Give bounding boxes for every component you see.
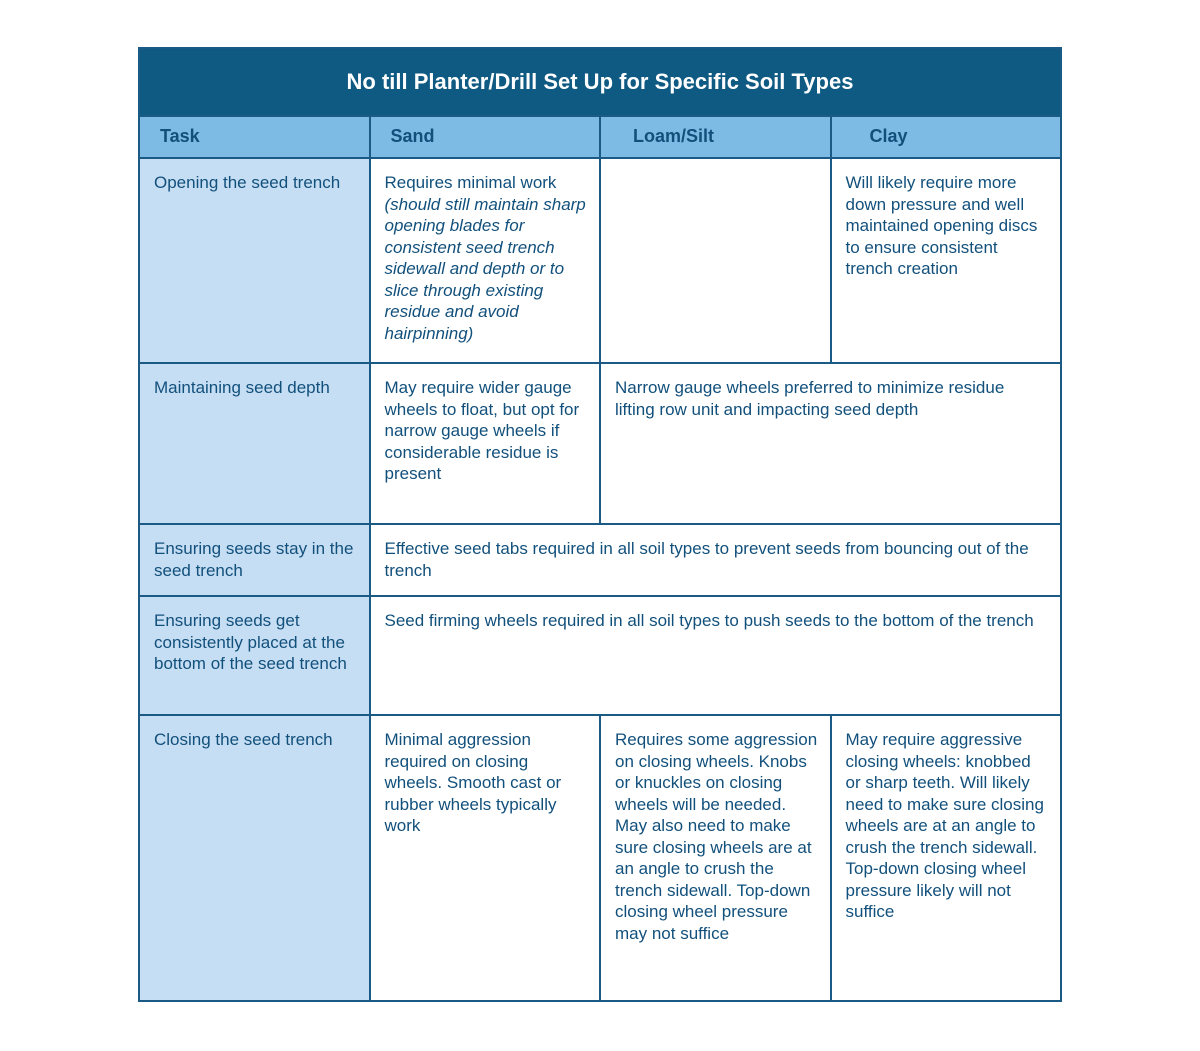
task-cell: Ensuring seeds stay in the seed trench xyxy=(138,523,371,597)
task-cell: Opening the seed trench xyxy=(138,157,371,364)
task-cell: Closing the seed trench xyxy=(138,714,371,1002)
cell: May require aggressive closing wheels: k… xyxy=(829,714,1062,1002)
cell: Requires some aggression on closing whee… xyxy=(599,714,832,1002)
cell-note: (should still maintain sharp opening bla… xyxy=(384,194,586,343)
column-header: Clay xyxy=(829,115,1062,159)
column-header: Sand xyxy=(368,115,601,159)
cell: Effective seed tabs required in all soil… xyxy=(368,523,1062,597)
table-container: No till Planter/Drill Set Up for Specifi… xyxy=(138,47,1062,1002)
cell: Requires minimal work (should still maint… xyxy=(368,157,601,364)
cell: Will likely require more down pressure a… xyxy=(829,157,1062,364)
empty-cell xyxy=(599,157,832,364)
task-cell: Ensuring seeds get consistently placed a… xyxy=(138,595,371,716)
soil-table: No till Planter/Drill Set Up for Specifi… xyxy=(138,47,1062,1002)
cell: Seed firming wheels required in all soil… xyxy=(368,595,1062,716)
cell-text: Requires minimal work xyxy=(384,173,557,192)
column-header: Task xyxy=(138,115,371,159)
column-header: Loam/Silt xyxy=(599,115,832,159)
cell: Minimal aggression required on closing w… xyxy=(368,714,601,1002)
task-cell: Maintaining seed depth xyxy=(138,362,371,525)
table-title: No till Planter/Drill Set Up for Specifi… xyxy=(138,47,1062,117)
cell: Narrow gauge wheels preferred to minimiz… xyxy=(599,362,1062,525)
cell: May require wider gauge wheels to float,… xyxy=(368,362,601,525)
